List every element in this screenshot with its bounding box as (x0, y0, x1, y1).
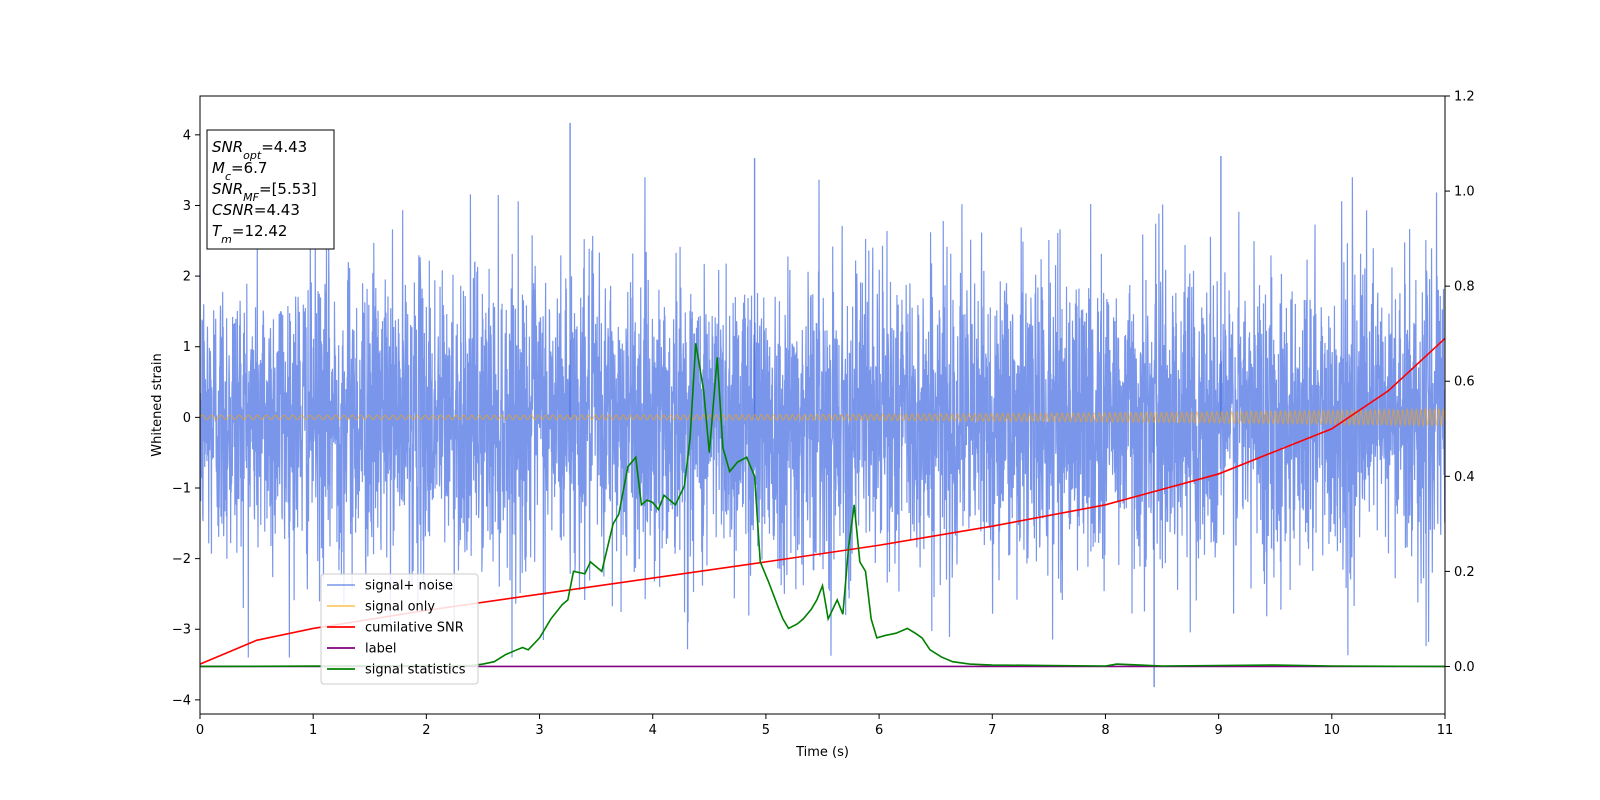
info-box-line: Mc=6.7 (212, 159, 267, 183)
legend-entry: signal statistics (365, 663, 466, 678)
y-tick-label: −2 (172, 552, 191, 567)
y-tick-label: 4 (183, 128, 191, 143)
x-tick-label: 8 (1101, 723, 1109, 738)
x-tick-label: 0 (196, 723, 204, 738)
legend-entry: label (365, 642, 396, 657)
legend-entry: signal+ noise (365, 579, 453, 594)
x-tick-label: 10 (1324, 723, 1341, 738)
info-box-line: SNRMF=[5.53] (212, 180, 317, 204)
y-tick-label: −4 (172, 693, 191, 708)
y-tick-label: −3 (172, 623, 191, 638)
series-signal-statistics (200, 343, 1445, 668)
legend-frame (320, 573, 479, 685)
y2-tick-label: 0.6 (1454, 375, 1475, 390)
info-box-line: Tm=12.42 (212, 222, 287, 246)
x-tick-label: 3 (535, 723, 543, 738)
y2-tick-label: 0.4 (1454, 470, 1475, 485)
axes: 0 1 2 3 4 5 6 7 8 9 10 11 −4 −3 −2 −1 0 1 2 3 4 0.0 0.2 0.4 0.6 0… (150, 90, 1475, 761)
x-tick-label: 7 (988, 723, 996, 738)
y2-tick-label: 0.0 (1454, 660, 1475, 675)
x-tick-label: 6 (875, 723, 883, 738)
legend-entry: cumilative SNR (365, 621, 464, 636)
y2-tick-label: 1.2 (1454, 90, 1475, 105)
x-tick-label: 1 (309, 723, 317, 738)
series-signal-noise (200, 177, 1445, 658)
y-tick-label: 0 (183, 411, 191, 426)
legend-entry: signal only (365, 600, 435, 615)
y-axis-label: Whitened strain (150, 353, 165, 456)
x-tick-label: 11 (1437, 723, 1454, 738)
y2-tick-label: 1.0 (1454, 185, 1475, 200)
series-signal-only (200, 406, 1445, 428)
x-tick-label: 9 (1214, 723, 1222, 738)
axes-frame (199, 95, 1446, 715)
y-tick-label: −1 (172, 481, 191, 496)
x-tick-label: 4 (649, 723, 657, 738)
x-axis-label: Time (s) (795, 745, 849, 760)
y2-tick-label: 0.8 (1454, 280, 1475, 295)
info-box-line: SNRopt=4.43 (212, 138, 307, 162)
y2-tick-label: 0.2 (1454, 565, 1475, 580)
info-box-line: CSNR=4.43 (212, 201, 300, 219)
info-box-frame (206, 129, 335, 250)
y-tick-label: 2 (183, 270, 191, 285)
legend: signal+ noise signal only cumilative SNR la… (320, 573, 479, 685)
y-tick-label: 1 (183, 340, 191, 355)
x-tick-label: 5 (762, 723, 770, 738)
x-tick-label: 2 (422, 723, 430, 738)
y-tick-label: 3 (183, 199, 191, 214)
